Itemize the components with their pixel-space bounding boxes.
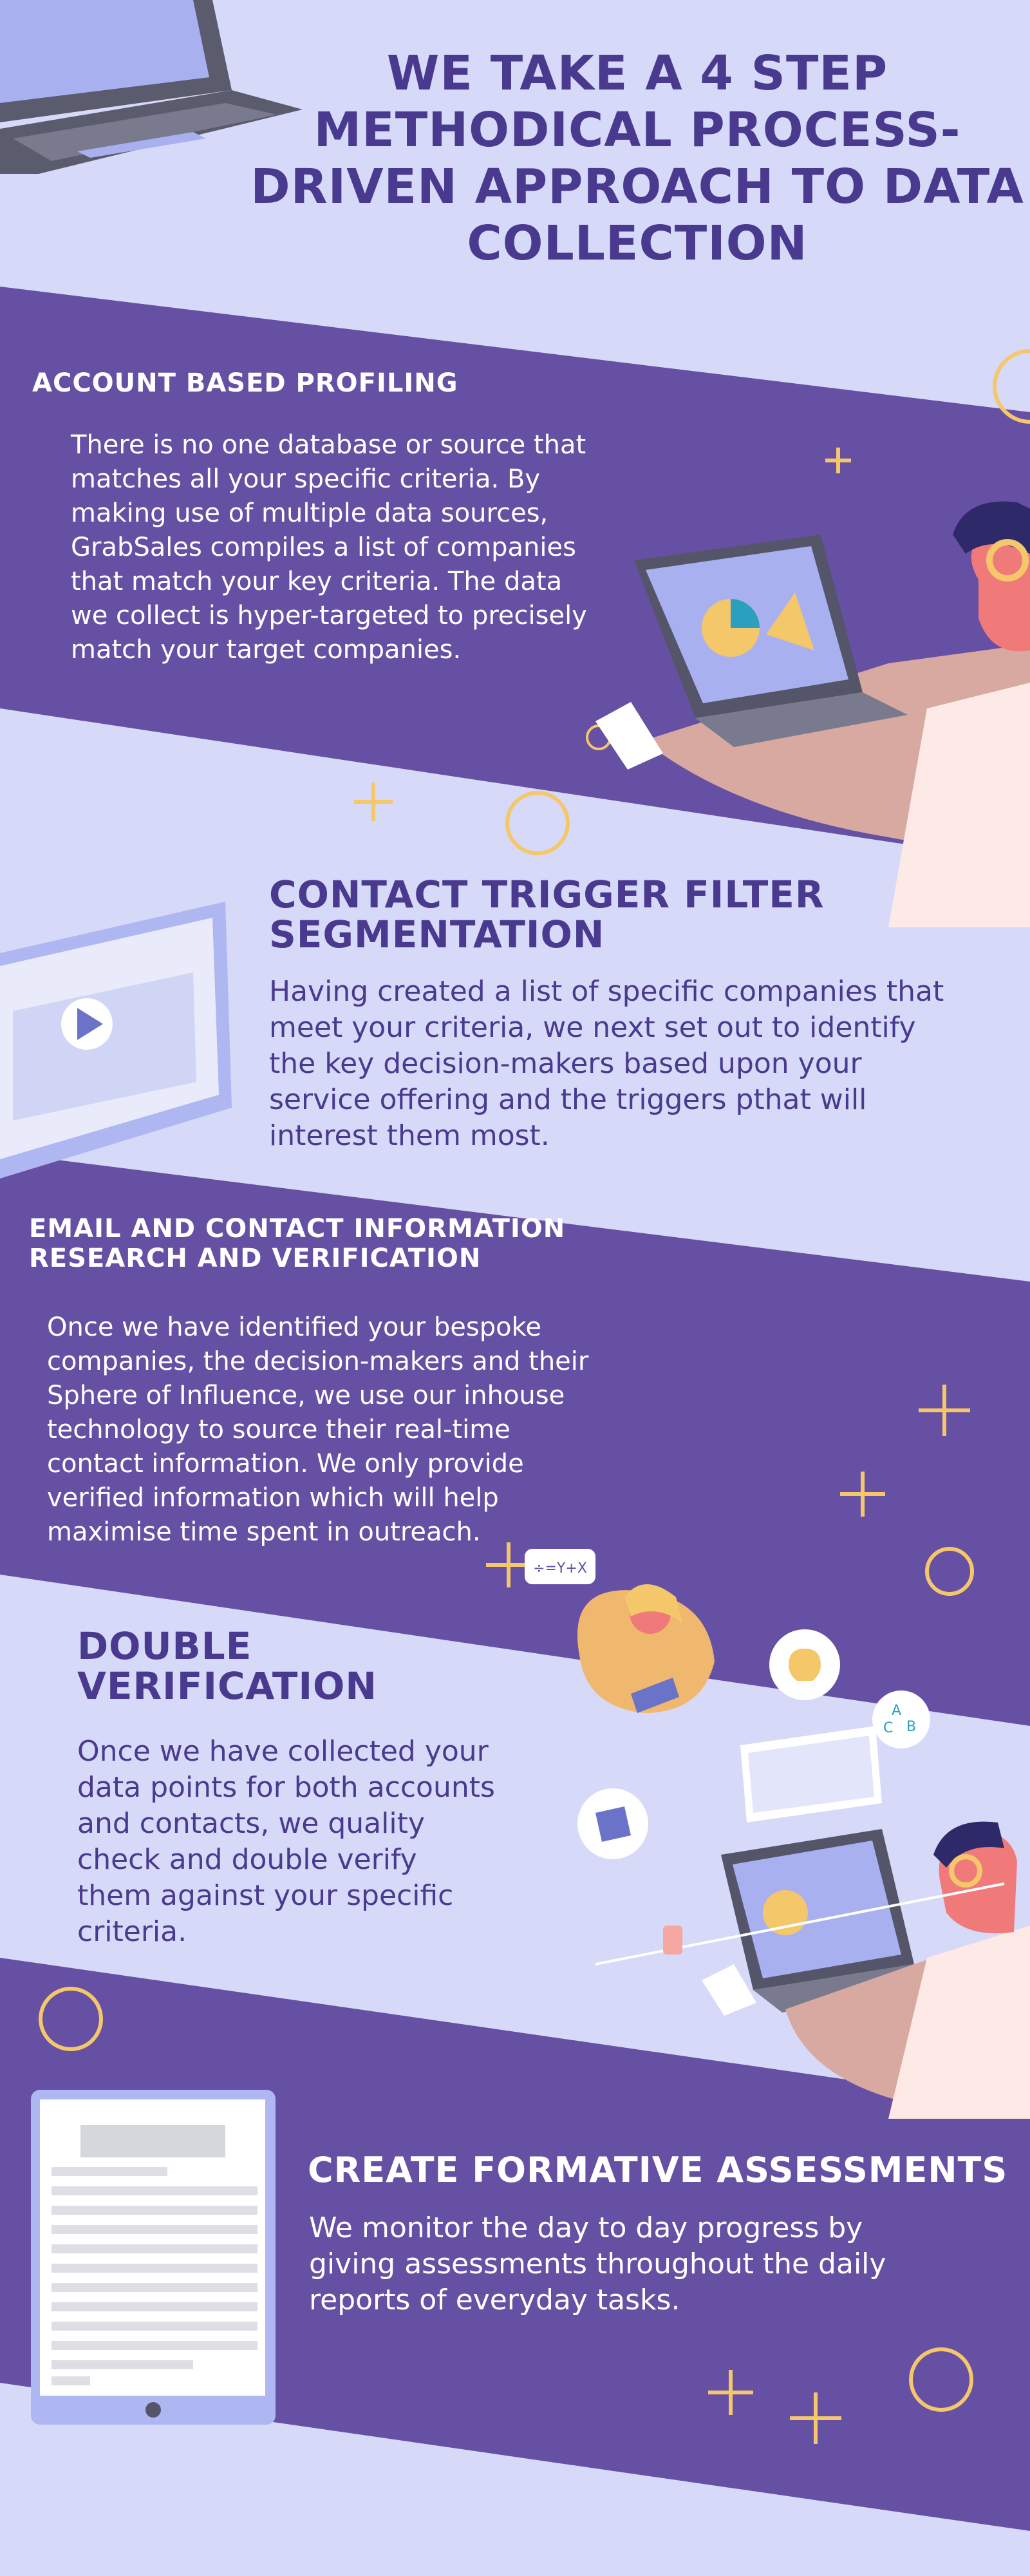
section-body-email-verification: Once we have identified your bespoke com… bbox=[47, 1312, 589, 1547]
circle-deco bbox=[993, 349, 1030, 424]
circle-deco bbox=[39, 1987, 103, 2051]
teacher-illustration-icon: ÷=Y+X A B C bbox=[525, 1545, 1030, 2119]
video-screen-icon bbox=[0, 902, 232, 1179]
section-heading-double-verification: DOUBLE VERIFICATION bbox=[77, 1624, 377, 1708]
svg-text:C: C bbox=[883, 1720, 893, 1736]
circle-deco bbox=[505, 791, 570, 855]
section-body-double-verification: Once we have collected your data points … bbox=[77, 1735, 495, 1948]
section-body-contact-trigger: Having created a list of specific compan… bbox=[269, 975, 944, 1152]
page-title: WE TAKE A 4 STEP METHODICAL PROCESS-DRIV… bbox=[250, 46, 1024, 271]
section-heading-account-profiling: ACCOUNT BASED PROFILING bbox=[32, 368, 458, 398]
math-bubble-text: ÷=Y+X bbox=[533, 1560, 587, 1577]
band-2 bbox=[0, 1153, 1030, 1726]
svg-text:B: B bbox=[906, 1719, 916, 1735]
circle-deco bbox=[909, 2347, 973, 2412]
svg-text:A: A bbox=[892, 1703, 901, 1719]
laptop-icon bbox=[0, 0, 303, 174]
plus-decorations bbox=[354, 448, 970, 2444]
section-body-account-profiling: There is no one database or source that … bbox=[71, 430, 587, 665]
section-heading-formative-assessments: CREATE FORMATIVE ASSESSMENTS bbox=[308, 2150, 1008, 2190]
section-heading-email-verification: EMAIL AND CONTACT INFORMATION RESEARCH A… bbox=[29, 1214, 566, 1273]
section-body-formative-assessments: We monitor the day to day progress by gi… bbox=[309, 2211, 886, 2316]
headset-person-icon bbox=[595, 501, 1030, 927]
section-heading-contact-trigger: CONTACT TRIGGER FILTER SEGMENTATION bbox=[269, 873, 825, 956]
circle-deco bbox=[925, 1547, 974, 1596]
tablet-document-icon bbox=[31, 2090, 276, 2425]
